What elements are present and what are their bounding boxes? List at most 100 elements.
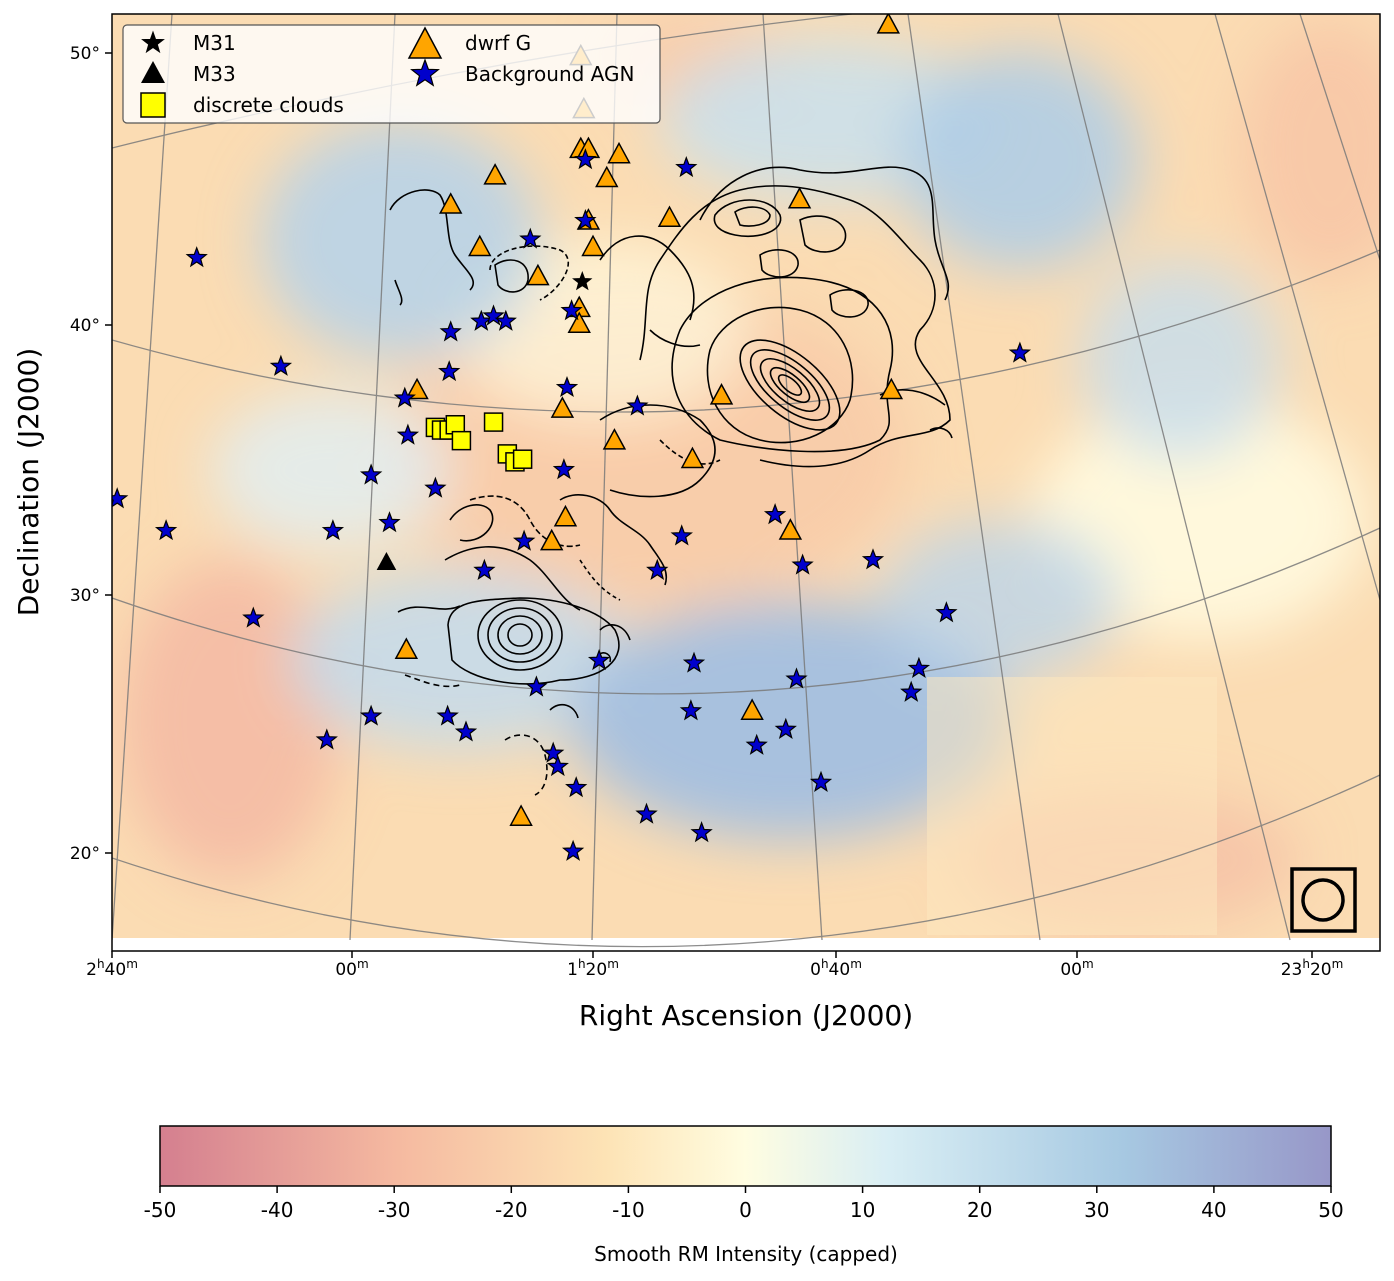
dwarf-galaxy-marker — [740, 698, 764, 720]
agn-marker — [470, 309, 493, 331]
agn-marker — [690, 821, 713, 843]
agn-marker — [587, 648, 611, 671]
colorbar-label: Smooth RM Intensity (capped) — [594, 1242, 898, 1266]
agn-marker — [185, 246, 208, 268]
discrete-cloud-marker — [451, 430, 472, 451]
legend-marker-agn — [410, 58, 440, 87]
colorbar-tick-label: -30 — [378, 1198, 411, 1222]
legend-label-m33: M33 — [193, 62, 236, 86]
agn-marker — [315, 728, 338, 750]
dwarf-galaxy-marker — [581, 234, 605, 257]
agn-marker — [679, 699, 703, 721]
agn-marker — [494, 309, 517, 331]
agn-marker — [439, 320, 462, 342]
dec-tick-label: 40° — [70, 316, 100, 336]
legend-marker-clouds — [140, 92, 166, 118]
m33-marker — [376, 551, 397, 571]
legend-label-clouds: discrete clouds — [193, 93, 344, 117]
dwarf-galaxy-marker — [602, 428, 627, 450]
dwarf-galaxy-marker — [509, 804, 533, 826]
agn-marker — [542, 741, 565, 763]
agn-marker — [646, 558, 669, 580]
dwarf-galaxy-marker — [550, 396, 575, 418]
colorbar-gradient — [159, 1125, 1332, 1187]
ra-tick-label: 00m — [335, 957, 368, 980]
agn-marker — [745, 733, 768, 755]
dec-tick-label: 50° — [70, 44, 100, 64]
dec-tick-label: 30° — [70, 586, 100, 606]
agn-marker — [1008, 341, 1032, 363]
legend-marker-m33 — [141, 61, 165, 83]
dwarf-galaxy-marker — [657, 205, 682, 228]
agn-marker — [79, 619, 98, 637]
x-axis-title: Right Ascension (J2000) — [579, 999, 913, 1032]
agn-marker — [626, 394, 649, 416]
dwarf-galaxy-marker — [787, 186, 812, 209]
ra-tick-label: 2h40m — [86, 957, 138, 980]
agn-marker — [635, 802, 658, 824]
colorbar-tick-label: -50 — [144, 1198, 177, 1222]
agn-marker — [935, 601, 958, 623]
agn-marker — [574, 208, 597, 231]
ra-tick-label: 1h20m — [567, 957, 619, 980]
dwarf-galaxy-marker — [607, 141, 631, 164]
agn-marker — [396, 423, 420, 445]
colorbar-ticks: -50 -40 -30 -20 -10 0 10 20 30 40 50 — [144, 1186, 1344, 1222]
agn-marker — [546, 754, 569, 777]
agn-marker — [454, 720, 478, 742]
agn-marker — [670, 524, 693, 546]
agn-marker — [785, 667, 808, 689]
dec-tick-label: 20° — [70, 844, 100, 864]
agn-marker — [359, 704, 383, 726]
legend-label-agn: Background AGN — [465, 62, 634, 86]
agn-marker — [900, 680, 923, 702]
dec-tick-labels: 50° 40° 30° 20° — [70, 44, 100, 864]
agn-marker — [378, 511, 401, 533]
agn-marker — [560, 299, 583, 321]
agn-marker — [861, 548, 885, 570]
agn-marker — [473, 558, 496, 580]
agn-marker — [242, 606, 265, 628]
agn-marker — [552, 458, 576, 480]
dwarf-galaxy-marker — [680, 446, 705, 469]
beam-indicator — [1290, 867, 1357, 933]
legend-label-dwarf: dwrf G — [465, 31, 531, 55]
dwarf-galaxy-marker — [394, 637, 419, 659]
agn-marker — [321, 519, 345, 541]
ra-tick-labels: 2h40m 00m 1h20m 0h40m 00m 23h20m — [86, 957, 1343, 980]
dwarf-galaxy-marker — [539, 528, 564, 551]
agn-marker — [561, 839, 585, 861]
dwarf-galaxy-marker — [483, 163, 507, 185]
agn-marker — [675, 155, 698, 178]
marker-layer — [79, 14, 1032, 861]
dwarf-galaxy-marker — [405, 377, 429, 400]
agn-marker — [763, 503, 787, 525]
discrete-cloud-marker — [512, 449, 533, 469]
rm-intensity-field — [112, 14, 1380, 951]
dwarf-galaxy-marker — [778, 518, 803, 540]
agn-marker — [393, 386, 416, 408]
agn-marker — [791, 553, 814, 575]
colorbar-tick-label: -10 — [612, 1198, 645, 1222]
agn-marker — [482, 304, 505, 326]
legend-label-m31: M31 — [193, 31, 236, 55]
dwarf-galaxy-marker — [595, 165, 619, 188]
colorbar-tick-label: -40 — [261, 1198, 294, 1222]
agn-marker — [269, 354, 293, 376]
dwarf-galaxy-marker — [879, 377, 904, 400]
colorbar: -50 -40 -30 -20 -10 0 10 20 30 40 50 Smooth RM Int… — [144, 1125, 1344, 1266]
colorbar-tick-label: 50 — [1318, 1198, 1343, 1222]
dwarf-galaxy-marker — [468, 234, 492, 257]
legend-box — [122, 24, 661, 124]
dwarf-galaxy-marker — [709, 383, 734, 405]
agn-marker — [438, 360, 461, 382]
colorbar-tick-label: -20 — [495, 1198, 528, 1222]
ra-tick-label: 00m — [1060, 957, 1093, 980]
dwarf-galaxy-marker — [526, 263, 550, 286]
agn-marker — [154, 519, 178, 541]
agn-marker — [682, 651, 706, 673]
colorbar-tick-label: 20 — [967, 1198, 992, 1222]
colorbar-tick-label: 30 — [1084, 1198, 1109, 1222]
agn-marker — [555, 376, 579, 398]
